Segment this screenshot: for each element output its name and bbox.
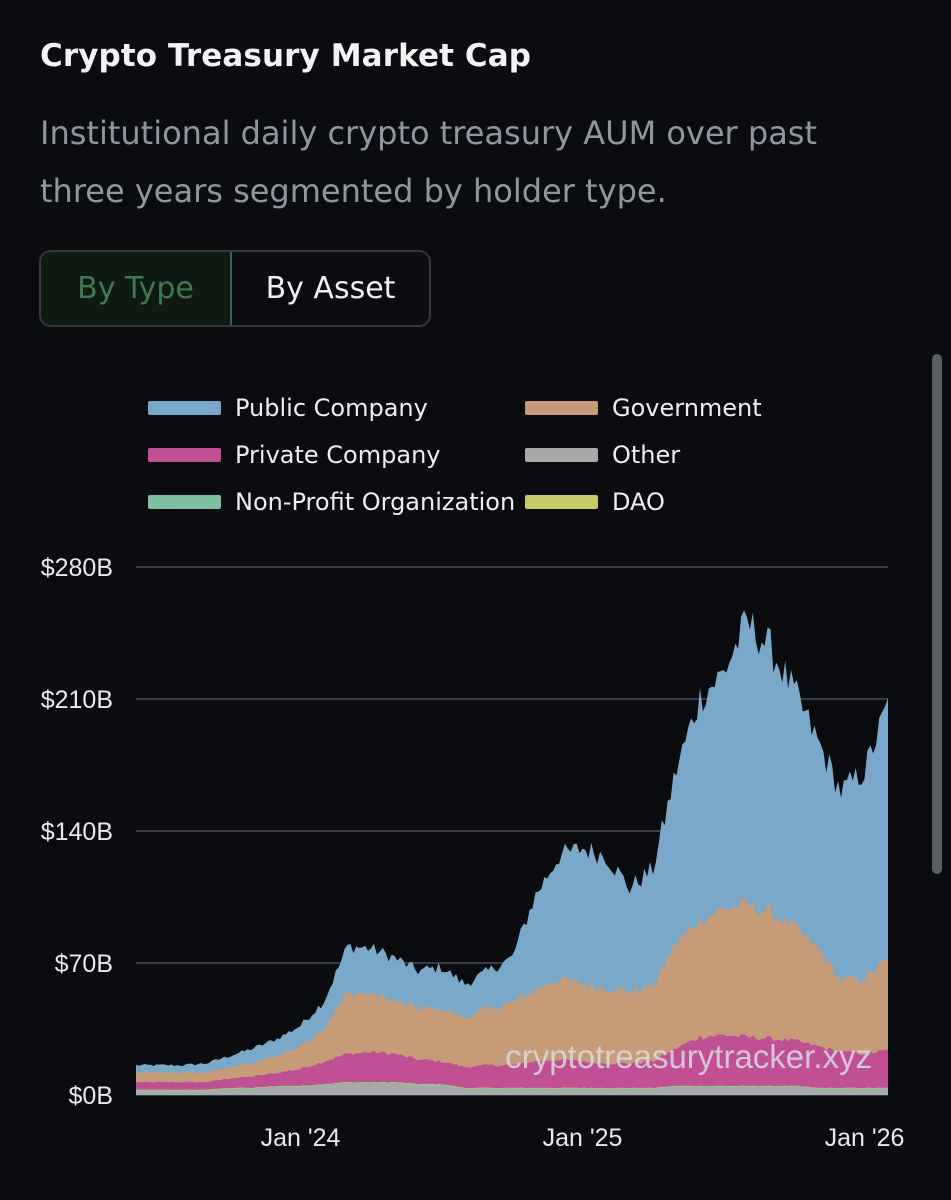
scrollbar-thumb[interactable] [932,354,942,874]
by-asset-button[interactable]: By Asset [265,271,396,306]
view-toggle: By Type By Asset [39,250,431,327]
area-series [136,610,888,1095]
area-other [136,1083,888,1095]
legend-item-private-company[interactable]: Private Company [148,440,525,470]
x-axis-ticks: Jan '24 Jan '25 Jan '26 [261,1124,905,1152]
x-tick-label: Jan '25 [543,1124,623,1152]
x-tick-label: Jan '24 [261,1124,341,1152]
by-type-button[interactable]: By Type [41,252,232,325]
y-tick-label: $280B [41,554,113,582]
legend-swatch-other [525,448,598,462]
legend-swatch-dao [525,495,598,509]
legend-label-non-profit-organization: Non-Profit Organization [235,488,516,516]
legend-swatch-government [525,401,598,415]
legend-item-public-company[interactable]: Public Company [148,393,525,423]
legend-swatch-non-profit-organization [148,495,221,509]
y-tick-label: $210B [41,686,113,714]
chart-subtitle: Institutional daily crypto treasury AUM … [40,114,818,210]
x-tick-label: Jan '26 [825,1124,905,1152]
watermark-text: cryptotreasurytracker.xyz [505,1038,872,1075]
legend-item-non-profit-organization[interactable]: Non-Profit Organization [148,487,525,517]
legend-label-dao: DAO [612,488,665,516]
legend-label-public-company: Public Company [235,394,428,422]
legend-swatch-private-company [148,448,221,462]
chart-legend: Public Company Government Private Company O… [148,393,788,517]
legend-item-dao[interactable]: DAO [525,487,788,517]
legend-label-other: Other [612,441,681,469]
legend-label-government: Government [612,394,762,422]
area-private-company [136,1034,888,1095]
legend-label-private-company: Private Company [235,441,441,469]
legend-item-other[interactable]: Other [525,440,788,470]
y-tick-label: $70B [55,950,113,978]
chart-title: Crypto Treasury Market Cap [40,38,532,74]
y-axis-ticks: $0B $70B $140B $210B $280B [41,554,113,1110]
legend-swatch-public-company [148,401,221,415]
stacked-area-chart: $0B$70B$140B$210B$280B Jan '24 Jan '25 Jan… [41,554,905,1152]
y-tick-label: $140B [41,818,113,846]
legend-item-government[interactable]: Government [525,393,788,423]
y-tick-label: $0B [69,1082,113,1110]
